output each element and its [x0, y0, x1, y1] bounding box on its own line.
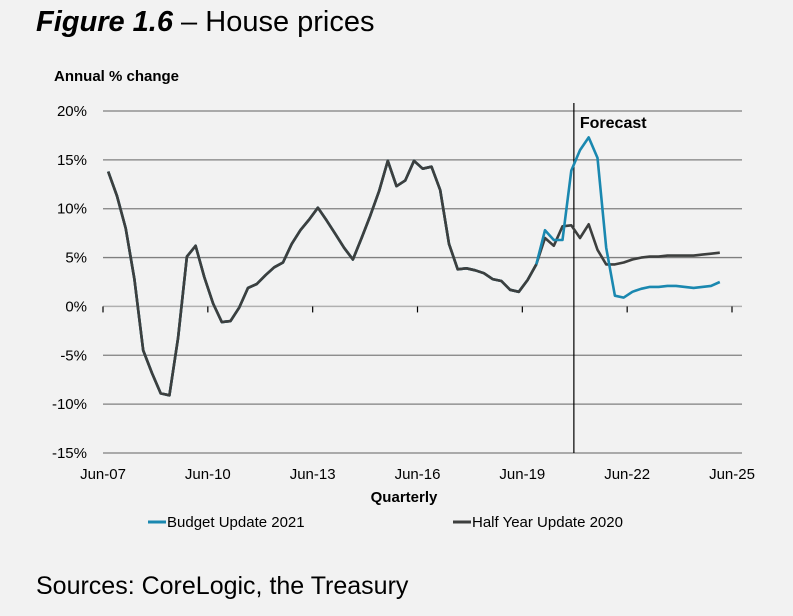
sources-note: Sources: CoreLogic, the Treasury: [36, 572, 409, 600]
y-tick-label: 15%: [57, 152, 87, 169]
x-tick-label: Jun-07: [80, 466, 126, 483]
legend-label: Budget Update 2021: [167, 514, 305, 531]
legend-item: Budget Update 2021: [148, 514, 305, 531]
series-line-history-overlap: [106, 159, 538, 397]
y-tick-label: 0%: [65, 298, 87, 315]
x-tick-label: Jun-10: [185, 466, 231, 483]
forecast-label: Forecast: [580, 115, 647, 132]
x-axis: Jun-07 Jun-10 Jun-13 Jun-16 Jun-19 Jun-22 Jun-…: [80, 305, 755, 483]
y-tick-label: 20%: [57, 103, 87, 120]
x-tick-label: Jun-13: [290, 466, 336, 483]
y-tick-label: -5%: [60, 347, 87, 364]
y-tick-label: 5%: [65, 250, 87, 267]
gridlines: [103, 110, 742, 454]
series-line-budget-update-2021: [106, 136, 721, 397]
y-axis-label: Annual % change: [54, 68, 180, 85]
figure-title: Figure 1.6 – House prices: [36, 4, 375, 40]
x-tick-label: Jun-19: [499, 466, 545, 483]
legend: Budget Update 2021 Half Year Update 2020: [148, 514, 623, 531]
y-tick-labels: 20% 15% 10% 5% 0% -5% -10% -15%: [52, 103, 87, 462]
figure-title-text: House prices: [205, 6, 375, 38]
y-tick-label: -15%: [52, 445, 87, 462]
y-tick-label: -10%: [52, 396, 87, 413]
figure-dash: –: [173, 6, 206, 38]
series-line-half-year-update-2020: [106, 159, 720, 397]
legend-label: Half Year Update 2020: [472, 514, 623, 531]
x-tick-label: Jun-25: [709, 466, 755, 483]
series-lines: [106, 136, 721, 397]
figure-number: Figure 1.6: [36, 6, 173, 38]
y-tick-label: 10%: [57, 201, 87, 218]
x-tick-label: Jun-16: [395, 466, 441, 483]
legend-item: Half Year Update 2020: [453, 514, 623, 531]
x-axis-label: Quarterly: [371, 489, 438, 506]
x-tick-label: Jun-22: [604, 466, 650, 483]
